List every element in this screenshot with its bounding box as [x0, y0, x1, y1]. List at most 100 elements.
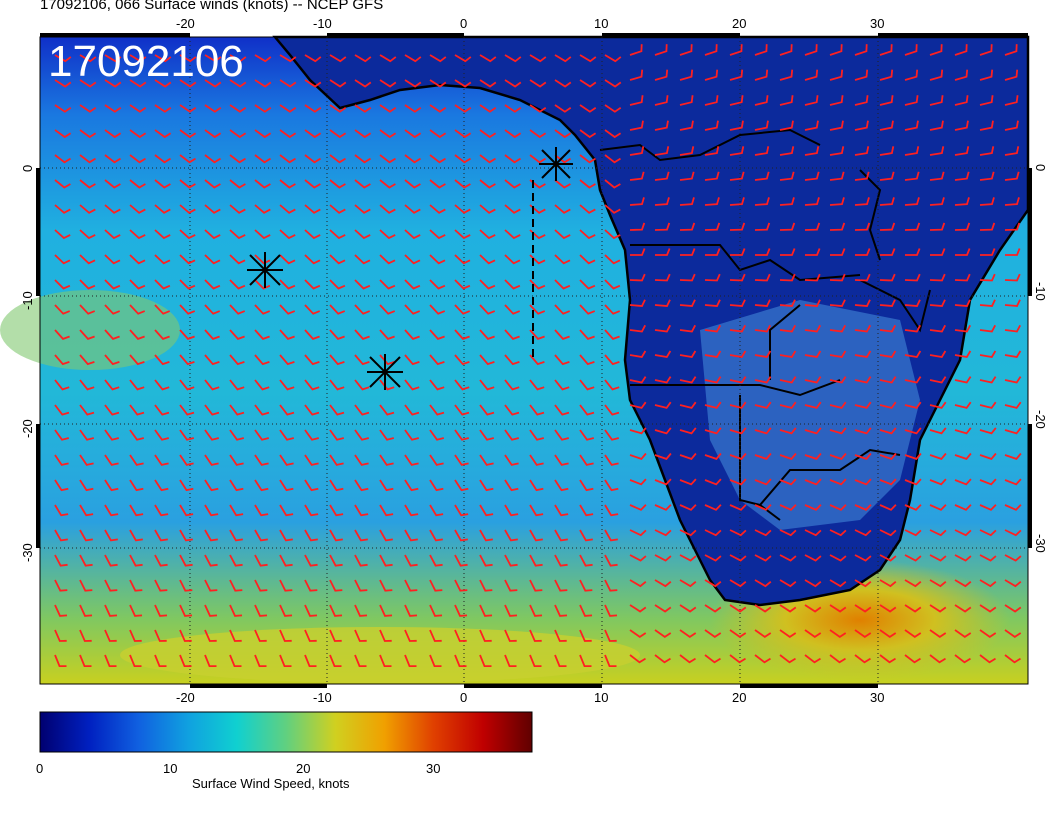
lat-tick-left: -10 — [20, 291, 35, 310]
wind-barb — [304, 204, 321, 214]
wind-barb — [154, 329, 170, 340]
lon-tick-bottom: -20 — [176, 690, 195, 705]
wind-barb — [279, 629, 292, 642]
wind-barb — [529, 579, 543, 592]
wind-barb — [579, 54, 597, 63]
lon-tick-top: -20 — [176, 16, 195, 31]
wind-barb — [429, 129, 447, 139]
wind-barb — [979, 401, 997, 409]
wind-barb — [204, 479, 219, 492]
wind-barb — [279, 254, 296, 265]
wind-barb — [129, 229, 146, 240]
wind-barb — [79, 604, 93, 617]
wind-barb — [179, 329, 195, 340]
wind-barb — [229, 479, 244, 492]
wind-barb — [729, 95, 744, 106]
wind-barb — [204, 429, 220, 441]
wind-barb — [329, 554, 343, 567]
wind-barb — [754, 324, 771, 333]
wind-barb — [954, 350, 972, 358]
wind-barb — [304, 229, 321, 240]
wind-barb — [79, 329, 95, 340]
wind-barb — [929, 579, 947, 588]
wind-barb — [254, 629, 267, 642]
wind-barb — [429, 554, 443, 567]
wind-barb — [54, 629, 67, 642]
wind-barb — [1004, 629, 1022, 638]
wind-barb — [704, 478, 722, 486]
wind-barb — [879, 299, 896, 307]
wind-barb — [805, 248, 821, 256]
wind-barb — [704, 654, 721, 664]
wind-barb — [629, 579, 647, 588]
wind-barb — [779, 579, 797, 588]
wind-barb — [554, 204, 571, 214]
wind-barb — [829, 171, 845, 181]
wind-barb — [104, 654, 117, 667]
wind-barb — [504, 129, 522, 139]
wind-barb — [279, 304, 296, 315]
wind-barb — [79, 454, 94, 466]
wind-barb — [979, 146, 995, 156]
wind-barb — [779, 604, 797, 613]
wind-barb — [854, 69, 869, 81]
wind-barb — [304, 104, 322, 113]
wind-barb — [279, 329, 295, 340]
wind-barb — [504, 629, 517, 642]
wind-barb — [979, 579, 997, 588]
wind-barb — [929, 376, 947, 384]
wind-barb — [179, 629, 192, 642]
wind-barb — [379, 179, 396, 189]
wind-barb — [79, 104, 97, 113]
wind-barb — [854, 299, 871, 307]
wind-barb — [54, 579, 68, 592]
wind-barb — [954, 69, 969, 81]
wind-barb — [304, 254, 321, 265]
wind-barb — [979, 222, 996, 231]
wind-barb — [879, 273, 896, 282]
wind-barb — [854, 554, 872, 562]
wind-barb — [679, 427, 697, 435]
wind-barb — [779, 529, 797, 537]
wind-barb — [879, 197, 895, 206]
wind-barb — [579, 654, 592, 667]
wind-barb — [629, 146, 645, 156]
wind-barb — [579, 629, 592, 642]
wind-barb — [254, 504, 269, 517]
wind-barb — [529, 404, 545, 416]
wind-barb — [104, 429, 120, 441]
lon-tick-bottom: -10 — [313, 690, 332, 705]
wind-barb — [179, 354, 195, 366]
wind-barb — [104, 379, 120, 391]
wind-barb — [654, 324, 671, 333]
wind-barbs — [54, 44, 1022, 667]
wind-barb — [104, 479, 119, 492]
wind-barb — [179, 654, 192, 667]
wind-barb — [630, 248, 646, 256]
wind-barb — [429, 104, 447, 113]
wind-barb — [379, 629, 392, 642]
wind-barb — [279, 129, 297, 139]
wind-barb — [329, 479, 344, 492]
wind-barb — [879, 654, 896, 664]
wind-barb — [929, 629, 947, 638]
wind-barb — [404, 454, 419, 466]
wind-barb — [279, 354, 295, 366]
wind-barb — [904, 171, 920, 181]
wind-barb — [779, 554, 797, 562]
wind-barb — [179, 529, 193, 542]
wind-barb — [104, 304, 121, 315]
wind-barb — [129, 379, 145, 391]
wind-barb — [754, 69, 769, 81]
wind-barb — [654, 146, 670, 156]
wind-barb — [379, 79, 397, 88]
wind-barb — [804, 629, 822, 638]
wind-barb — [129, 404, 145, 416]
wind-barb — [629, 478, 647, 486]
wind-barb — [104, 504, 119, 517]
wind-barb — [679, 299, 696, 307]
wind-barb — [279, 429, 295, 441]
wind-barb — [729, 197, 745, 206]
wind-barb — [979, 324, 996, 333]
wind-barb — [654, 654, 671, 664]
